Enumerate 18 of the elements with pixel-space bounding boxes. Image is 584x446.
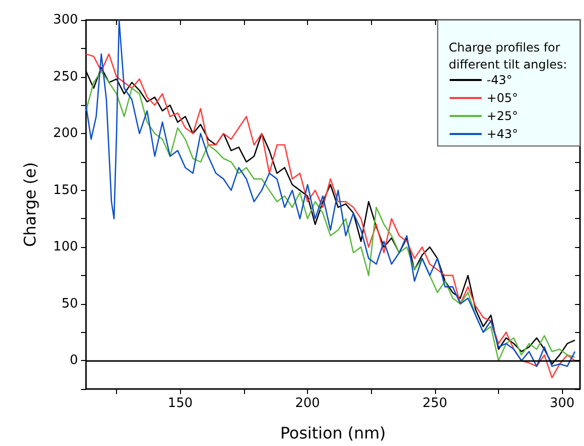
- y-tick-label: 50: [61, 296, 78, 312]
- legend-label: +43°: [486, 127, 518, 141]
- x-axis-title: Position (nm): [280, 424, 386, 442]
- legend-label: +05°: [486, 91, 518, 105]
- y-axis-title: Charge (e): [20, 162, 40, 247]
- y-tick-label: 150: [53, 182, 78, 198]
- legend-label: -43°: [486, 73, 512, 87]
- y-tick-label: 250: [53, 69, 78, 84]
- x-tick-label: 150: [168, 396, 193, 411]
- y-tick-label: 300: [53, 12, 78, 28]
- y-tick-label: 0: [70, 353, 78, 368]
- x-tick-label: 200: [295, 396, 320, 411]
- legend-title: Charge profiles for different tilt angles:: [448, 40, 568, 72]
- x-tick-label: 250: [422, 396, 448, 411]
- y-tick-label: 200: [53, 126, 78, 142]
- y-tick-label: 100: [53, 240, 78, 255]
- legend-label: +25°: [486, 109, 518, 123]
- x-tick-label: 300: [550, 396, 575, 411]
